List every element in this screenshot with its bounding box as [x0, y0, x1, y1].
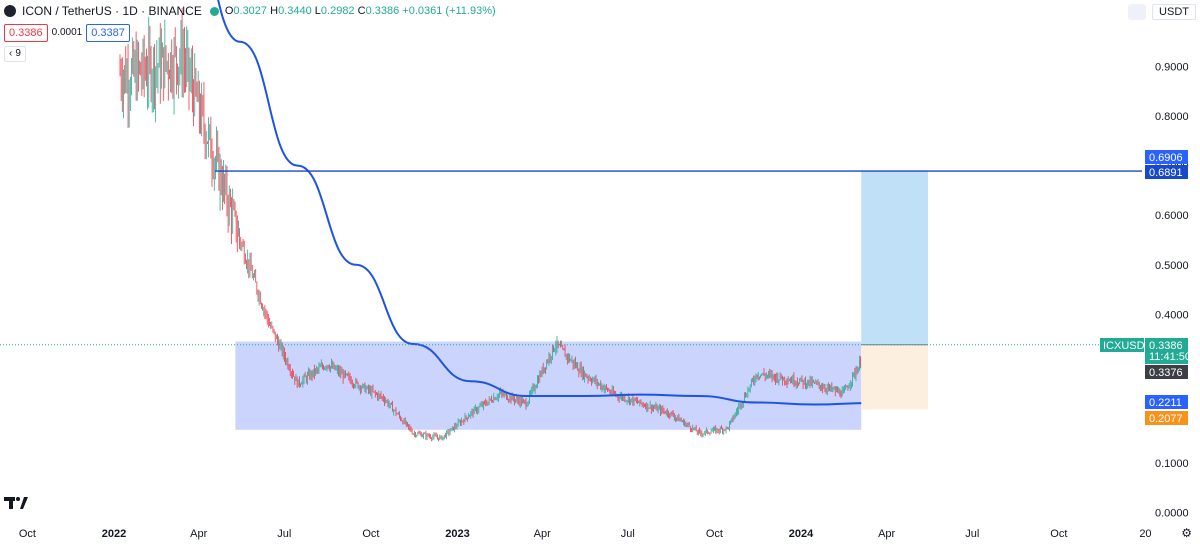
icon-coin-icon	[4, 5, 16, 17]
ticker-tag-bg	[1100, 338, 1144, 352]
time-tick-label: Oct	[706, 528, 723, 540]
moving-average-line[interactable]	[183, 0, 871, 406]
ohlc-values: O0.3027 H0.3440 L0.2982 C0.3386 +0.0361 …	[224, 5, 496, 17]
ma-price-tag-text: 0.3376	[1149, 367, 1183, 379]
time-axis[interactable]: Oct 2022 Apr Jul Oct 2023 Apr Jul Oct 2024 Apr Jul O…	[19, 528, 1152, 540]
scale-toggle-button[interactable]	[1128, 4, 1147, 20]
time-tick-label: Jul	[621, 528, 635, 540]
time-tick-label: Apr	[534, 528, 551, 540]
price-axis[interactable]: 0.90000.80000.70000.60000.50000.40000.10…	[1155, 62, 1189, 520]
time-tick-label: 2022	[102, 528, 126, 540]
stop-upper-price-tag[interactable]: 0.2211	[1145, 395, 1188, 409]
stop-zone[interactable]	[861, 344, 929, 410]
ticker-tag-text: ICXUSDT	[1103, 340, 1152, 352]
high-value: 0.3440	[278, 5, 312, 17]
time-tick-label: Apr	[878, 528, 895, 540]
target-upper-price-tag-bg	[1145, 150, 1188, 164]
time-tick-label: Jul	[965, 528, 979, 540]
ma-price-tag-bg	[1145, 365, 1188, 379]
spread-value: 0.0001	[51, 27, 83, 38]
last-price-bg	[1145, 338, 1188, 364]
ma-price-tag[interactable]: 0.3376	[1145, 365, 1188, 379]
top-right-controls: USDT	[1128, 4, 1196, 20]
countdown-text: 11:41:50	[1149, 351, 1191, 363]
time-tick-label: 2024	[789, 528, 814, 540]
target-upper-price-tag[interactable]: 0.6906	[1145, 150, 1188, 164]
chevron-icon: ‹	[9, 48, 13, 59]
stop-upper-price-tag-bg	[1145, 395, 1188, 409]
price-tick-label: 0.8000	[1155, 111, 1189, 123]
sell-price-box[interactable]: 0.3386	[4, 24, 48, 42]
time-tick-label: Oct	[19, 528, 36, 540]
target-upper-price-tag-text: 0.6906	[1149, 152, 1183, 164]
consolidation-range-box[interactable]	[235, 341, 862, 430]
symbol-title[interactable]: ICON / TetherUS · 1D · BINANCE	[22, 4, 202, 18]
level-price-tag-bg	[1145, 165, 1188, 179]
buy-price-box[interactable]: 0.3387	[86, 24, 130, 42]
stop-lower-price-tag[interactable]: 0.2077	[1145, 411, 1188, 425]
settings-gear-icon[interactable]: ⚙	[1181, 526, 1192, 540]
price-tick-label: 0.1000	[1155, 458, 1189, 470]
level-price-tag[interactable]: 0.6891	[1145, 165, 1188, 179]
time-tick-label: Jul	[277, 528, 291, 540]
close-value: 0.3386	[365, 5, 400, 17]
price-tick-label: 0.5000	[1155, 260, 1189, 272]
price-tick-label: 0.6000	[1155, 210, 1189, 222]
time-tick-label: 2023	[445, 528, 469, 540]
price-tick-label: 0.4000	[1155, 309, 1189, 321]
level-price-tag-text: 0.6891	[1149, 167, 1183, 179]
time-tick-label: Oct	[1050, 528, 1067, 540]
time-tick-label: Apr	[190, 528, 207, 540]
target-zone[interactable]	[861, 171, 929, 345]
open-value: 0.3027	[233, 5, 268, 17]
symbol-legend: ICON / TetherUS · 1D · BINANCE O0.3027 H…	[4, 4, 496, 62]
stop-upper-price-tag-text: 0.2211	[1149, 397, 1182, 409]
price-tick-label: 0.9000	[1155, 62, 1189, 74]
indicator-length: 9	[15, 48, 21, 59]
currency-selector[interactable]: USDT	[1152, 4, 1196, 20]
price-tick-label: 0.0000	[1155, 508, 1189, 520]
change-value: +0.0361 (+11.93%)	[402, 5, 496, 17]
stop-lower-price-tag-text: 0.2077	[1149, 413, 1183, 425]
time-tick-label: 20	[1139, 528, 1151, 540]
time-tick-label: Oct	[362, 528, 379, 540]
stop-lower-price-tag-bg	[1145, 411, 1188, 425]
tradingview-logo-icon[interactable]	[4, 497, 28, 518]
low-value: 0.2982	[320, 5, 355, 17]
market-status-icon	[209, 6, 219, 16]
last-price-text: 0.3386	[1149, 340, 1183, 352]
indicator-legend[interactable]: ‹ 9	[4, 46, 26, 62]
